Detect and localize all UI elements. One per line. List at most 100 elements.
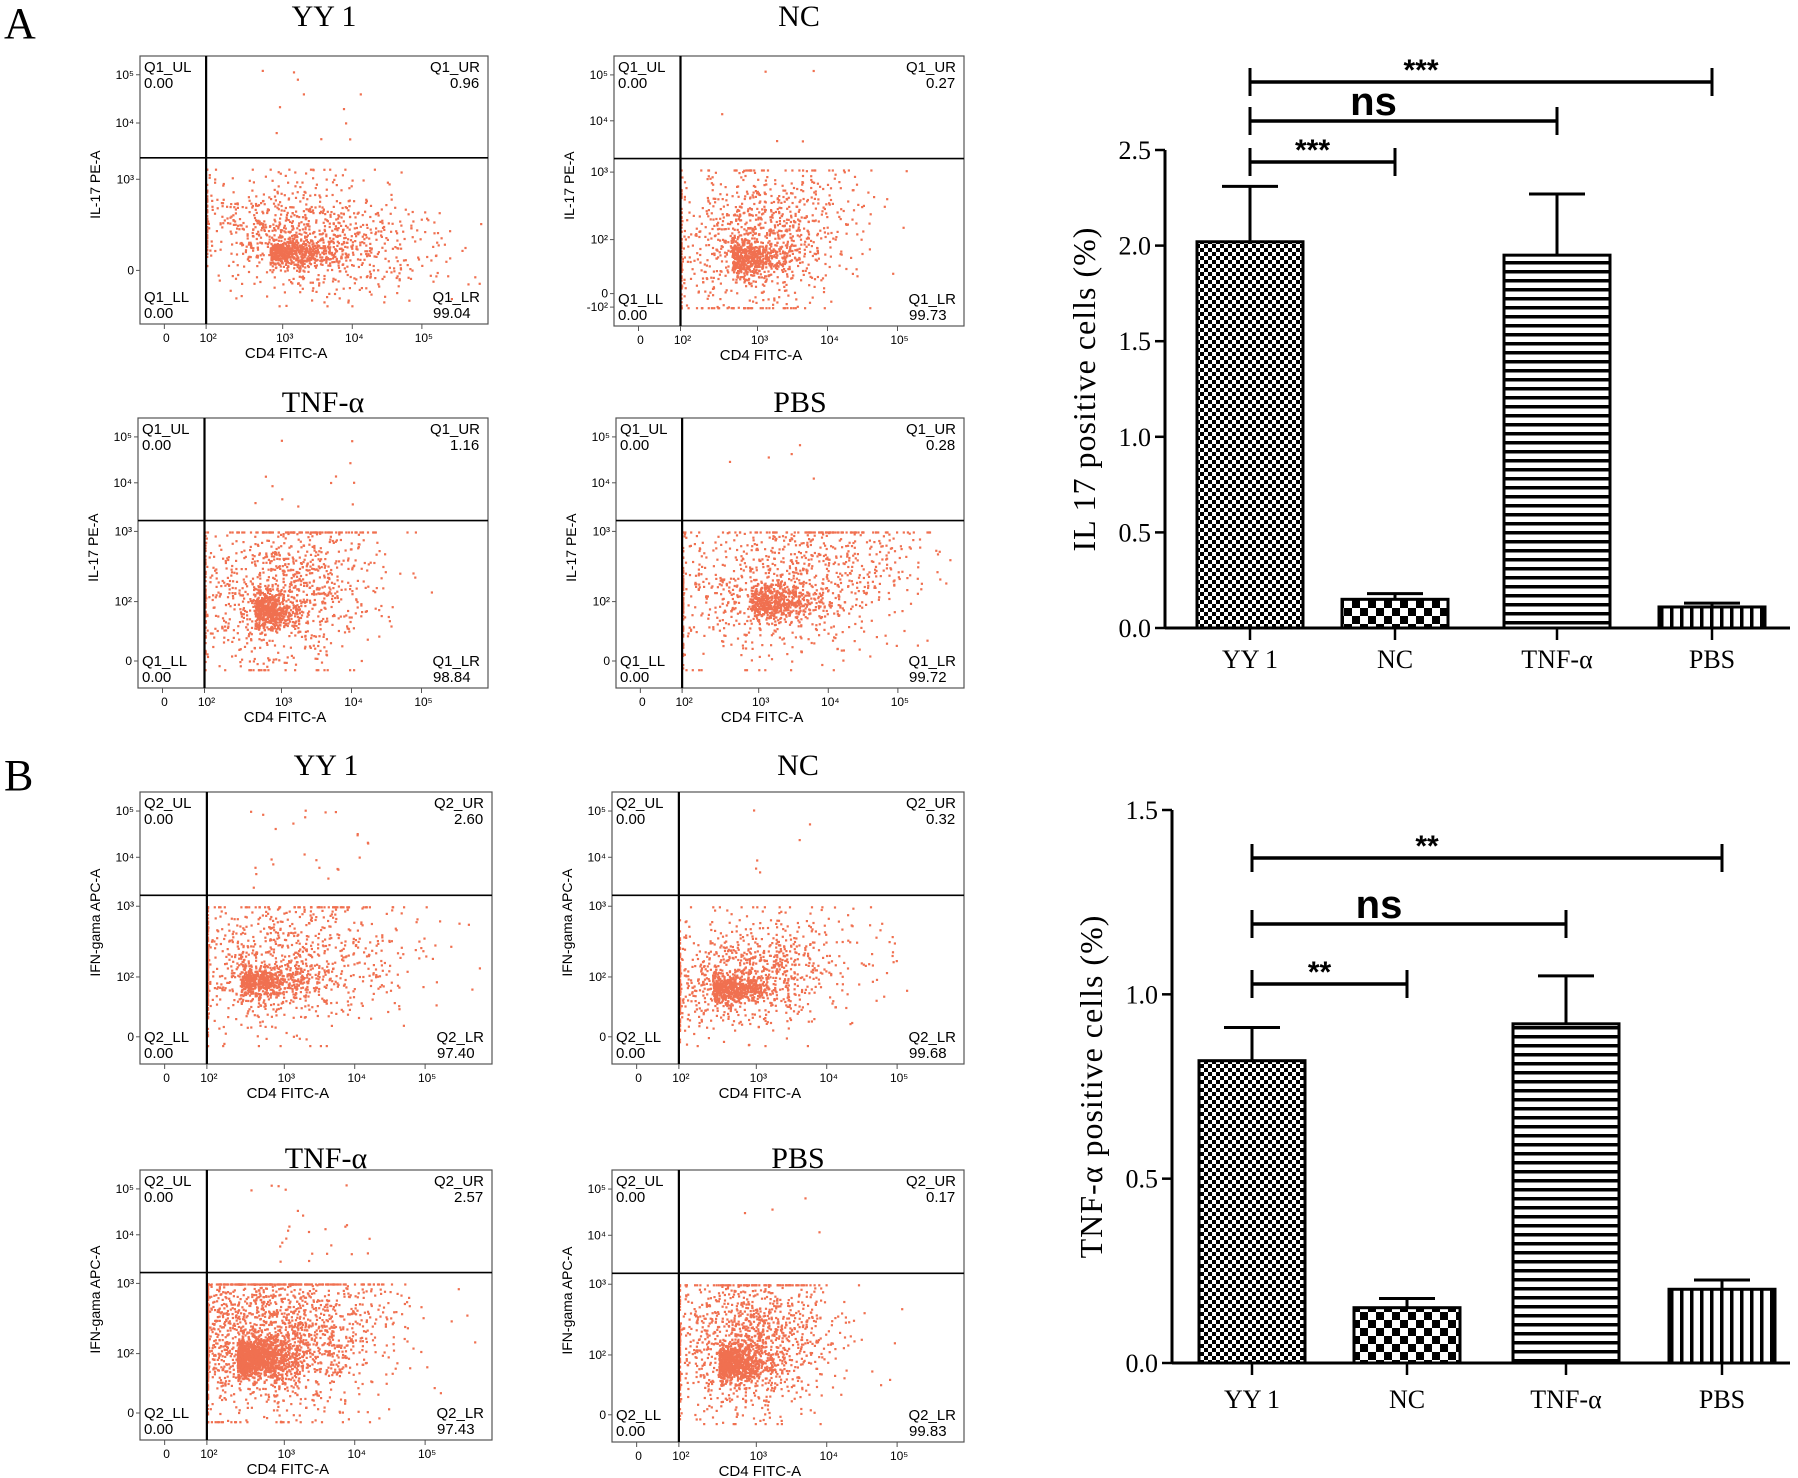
event-dot [354, 216, 357, 219]
event-dot [790, 239, 793, 242]
event-dot [278, 606, 281, 609]
event-dot [262, 662, 265, 665]
event-dot [748, 281, 751, 284]
event-dot [704, 226, 707, 229]
event-dot [757, 259, 760, 263]
event-dot [270, 569, 273, 572]
event-dot [249, 531, 253, 534]
event-dot [789, 220, 792, 224]
event-dot [705, 597, 708, 600]
event-dot [396, 275, 399, 278]
event-dot [789, 236, 792, 239]
event-dot [291, 220, 294, 223]
event-dot [296, 246, 299, 249]
event-dot [273, 608, 276, 611]
event-dot [461, 249, 464, 252]
event-dot [332, 587, 335, 590]
event-dot [285, 606, 288, 609]
event-dot [275, 598, 278, 601]
event-dot [260, 222, 263, 225]
event-dot [354, 531, 357, 534]
event-dot [743, 307, 746, 310]
event-dot [758, 270, 761, 273]
event-dot [814, 219, 817, 222]
event-dot [307, 270, 310, 273]
event-dot [263, 220, 266, 223]
event-dot [749, 219, 752, 222]
y-tick-label: 10³ [591, 165, 608, 179]
event-dot [337, 600, 341, 603]
event-dot [294, 236, 297, 239]
event-dot [312, 580, 315, 583]
event-dot [215, 568, 218, 571]
event-dot [246, 623, 249, 626]
event-dot [787, 218, 790, 221]
event-dot [769, 254, 772, 257]
event-dot [801, 183, 804, 186]
event-dot [286, 619, 289, 622]
event-dot [331, 193, 334, 197]
event-dot [294, 171, 297, 174]
event-dot [279, 594, 282, 597]
event-dot [294, 663, 298, 666]
event-dot [337, 585, 340, 588]
event-dot [758, 193, 762, 197]
event-dot [301, 263, 304, 266]
event-dot [270, 613, 273, 616]
event-dot [204, 590, 207, 593]
event-dot [282, 535, 285, 538]
event-dot [340, 531, 343, 534]
event-dot [258, 612, 261, 615]
event-dot [727, 271, 730, 274]
event-dot [737, 223, 740, 226]
event-dot [808, 579, 811, 582]
event-dot [233, 206, 236, 209]
event-dot [791, 235, 794, 238]
event-dot [756, 584, 759, 587]
event-dot [847, 200, 850, 203]
event-dot [801, 174, 805, 178]
event-dot [277, 256, 280, 259]
event-dot [252, 247, 255, 250]
event-dot [745, 221, 748, 224]
event-dot [313, 244, 316, 247]
event-dot [266, 609, 270, 612]
event-dot [267, 614, 270, 617]
event-dot [376, 541, 379, 544]
event-dot [752, 184, 755, 188]
event-dot [260, 611, 263, 614]
event-dot [310, 250, 313, 253]
event-dot [335, 235, 338, 238]
event-dot [685, 304, 689, 307]
event-dot [349, 584, 352, 587]
event-dot [332, 233, 335, 236]
x-tick-label: 0 [163, 331, 170, 345]
event-dot [289, 240, 292, 243]
event-dot [290, 261, 293, 264]
event-dot [764, 258, 768, 261]
event-dot [765, 244, 768, 247]
event-dot [304, 630, 307, 633]
event-dot [746, 242, 749, 245]
event-dot [698, 583, 701, 586]
event-dot [322, 221, 325, 224]
event-dot [770, 257, 773, 260]
event-dot [806, 599, 809, 602]
event-dot [749, 244, 752, 247]
event-dot [762, 248, 765, 251]
event-dot [246, 585, 249, 588]
event-dot [378, 285, 381, 288]
event-dot [777, 229, 780, 232]
event-dot [297, 263, 300, 266]
event-dot [377, 251, 380, 254]
event-dot [255, 276, 259, 279]
event-dot [355, 247, 358, 250]
event-dot [853, 175, 857, 178]
event-dot [700, 573, 703, 576]
event-dot [215, 585, 218, 588]
event-dot [275, 245, 278, 248]
event-dot [204, 642, 207, 645]
event-dot [347, 238, 350, 241]
event-dot [869, 213, 872, 216]
event-dot [752, 196, 755, 199]
